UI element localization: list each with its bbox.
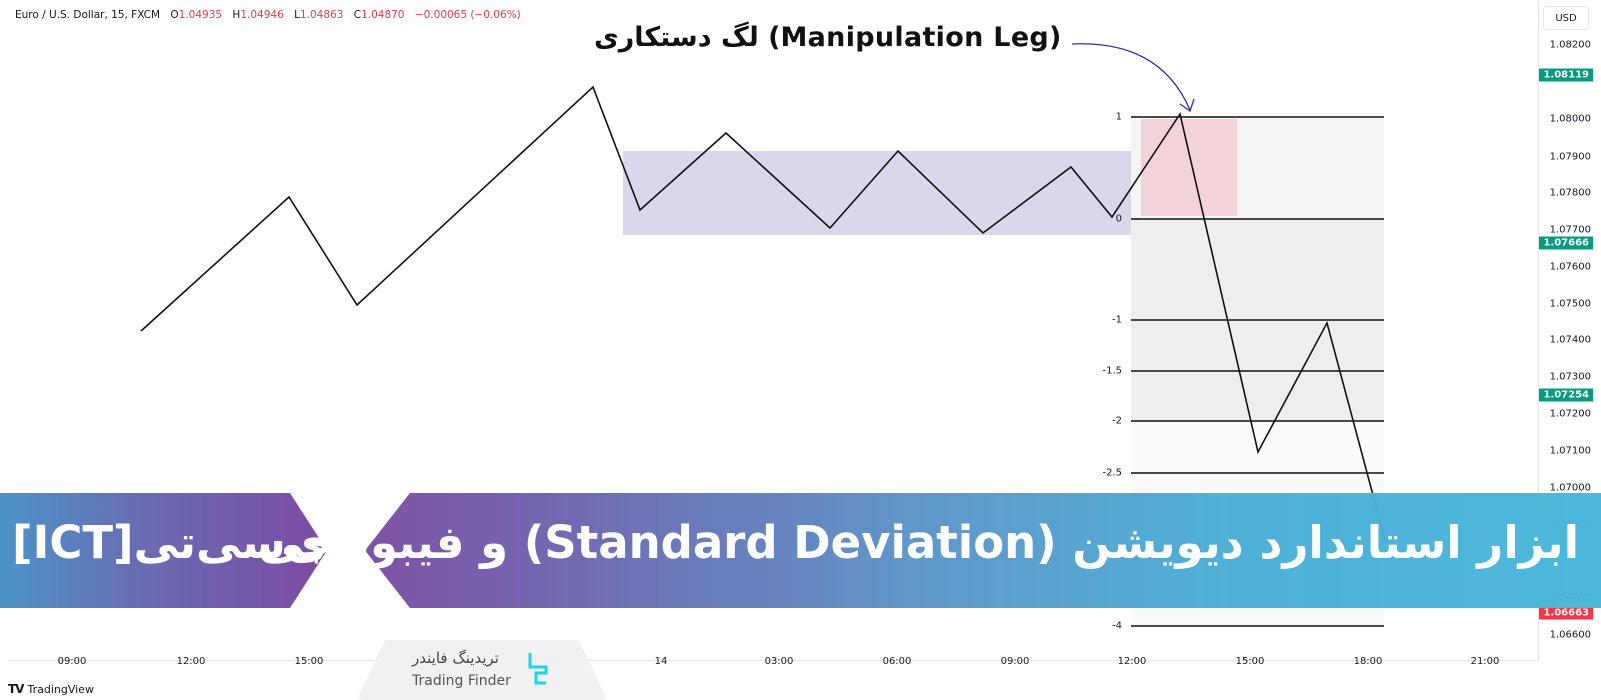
currency-button[interactable]: USD (1543, 6, 1589, 30)
trading-finder-en: Trading Finder (412, 673, 511, 689)
close-value: 1.04870 (361, 9, 405, 21)
trading-finder-fa: تریدینگ فایندر (412, 649, 499, 667)
price-line (140, 85, 1386, 541)
chart-pane[interactable] (8, 0, 1539, 661)
fib-label-1: 1 (1115, 111, 1122, 123)
fib-lines[interactable] (1131, 116, 1384, 627)
fib-label-0: 0 (1115, 213, 1122, 225)
price-tag-mid: 1.07666 (1539, 236, 1593, 250)
trading-finder-badge (357, 640, 607, 700)
price-tag-current: 1.06663 (1539, 606, 1593, 620)
price-tag-high: 1.08119 (1539, 68, 1593, 82)
change-value: −0.00065 (−0.06%) (414, 9, 521, 21)
consolidation-box[interactable] (623, 151, 1140, 235)
fib-label-neg2: -2 (1112, 415, 1122, 427)
ict-banner-title: آی‌سی‌تی[ICT] (12, 516, 343, 569)
open-value: 1.04935 (178, 9, 223, 21)
fib-label-neg2-5: -2.5 (1102, 467, 1122, 479)
tradingview-mark-icon: TV (8, 682, 25, 696)
trading-finder-logo-icon (528, 653, 548, 685)
symbol-name: Euro / U.S. Dollar, 15, FXCM (15, 9, 161, 21)
symbol-legend: Euro / U.S. Dollar, 15, FXCM O1.04935 H1… (15, 9, 521, 21)
fib-label-neg4: -4 (1112, 620, 1122, 632)
high-value: 1.04946 (240, 9, 284, 21)
price-tag-low: 1.07254 (1539, 388, 1593, 402)
ict-banner (0, 493, 327, 608)
fib-label-neg1-5: -1.5 (1102, 365, 1122, 377)
tradingview-logo[interactable]: TV TradingView (8, 682, 94, 696)
title-banner (365, 493, 1601, 608)
low-value: 1.04863 (299, 9, 344, 21)
arrow-head-icon (1179, 98, 1195, 113)
manipulation-box[interactable] (1141, 119, 1237, 216)
fib-label-neg1: -1 (1112, 314, 1122, 326)
title-banner-text: ابزار استاندارد دیویشن (Standard Deviati… (258, 516, 1579, 569)
manipulation-leg-annotation: لگ دستکاری (Manipulation Leg) (594, 22, 1062, 53)
annotation-arrow-icon (1071, 43, 1191, 111)
